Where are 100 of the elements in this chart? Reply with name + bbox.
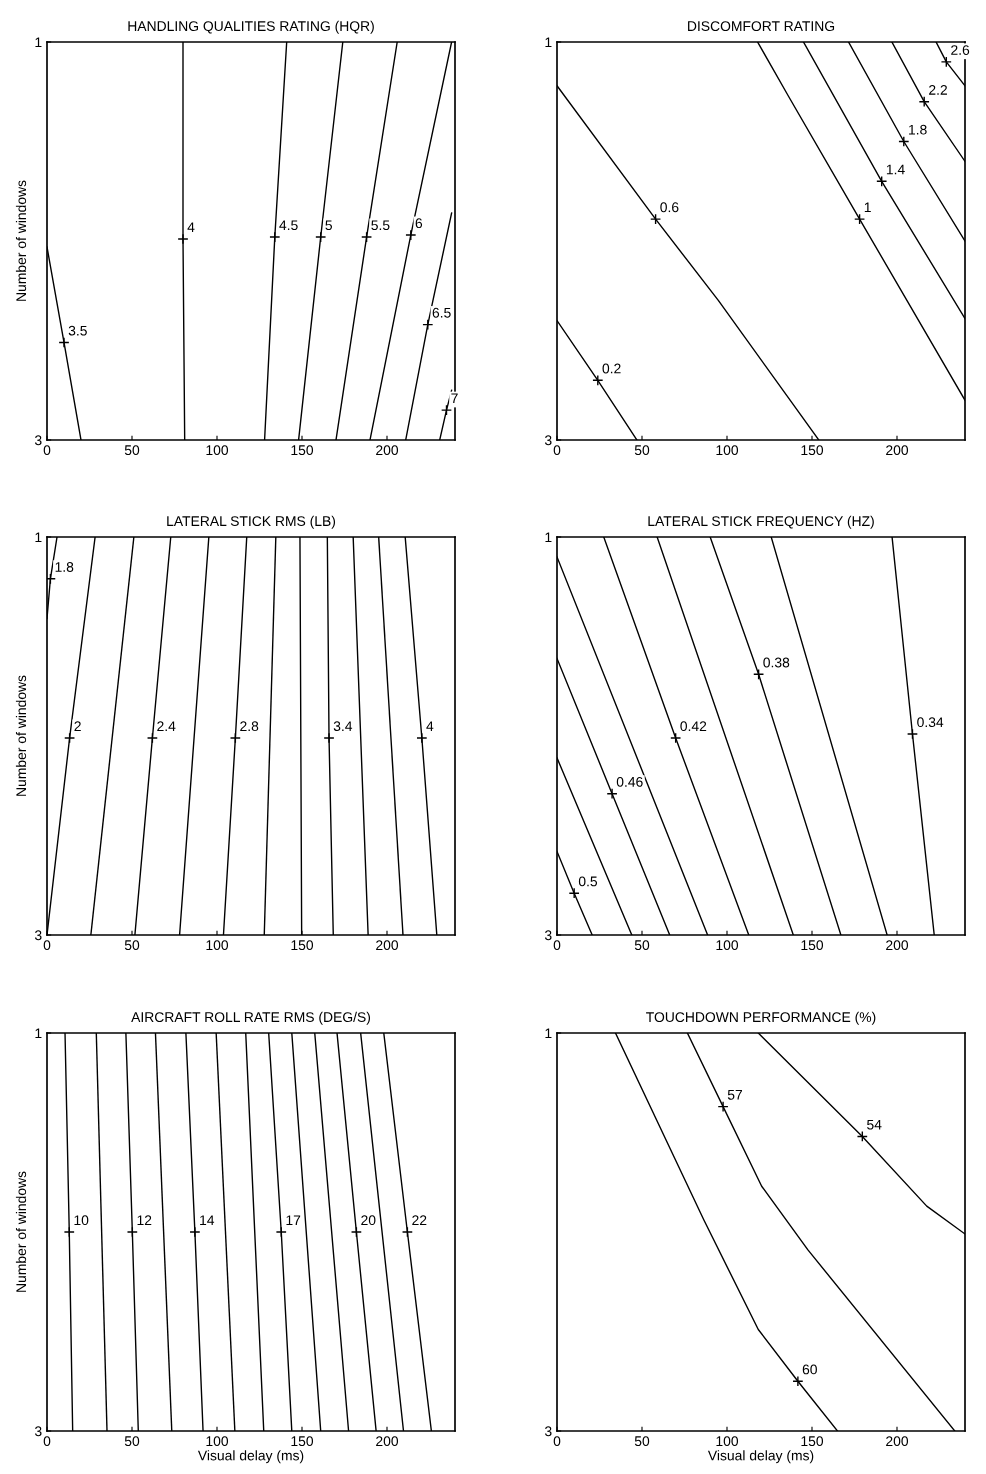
- point: [717, 1101, 729, 1113]
- point: [856, 1130, 868, 1143]
- annotation: 4: [426, 721, 434, 731]
- point: [269, 231, 281, 243]
- x-tick-label: 50: [124, 445, 140, 456]
- y-axis-title: Number of windows: [15, 675, 27, 796]
- point: [792, 1375, 804, 1387]
- x-tick-label: 0: [553, 1436, 561, 1447]
- annotation: 2.4: [157, 721, 176, 731]
- x-tick-label: 200: [376, 445, 399, 456]
- annotation: 12: [137, 1215, 152, 1225]
- point: [898, 135, 910, 148]
- x-tick-label: 0: [43, 940, 51, 951]
- y-tick-label: 1: [35, 1028, 42, 1039]
- x-tick-label: 0: [43, 445, 51, 456]
- annotation: 0.46: [616, 776, 643, 787]
- x-tick-label: 50: [124, 1436, 140, 1447]
- point: [650, 213, 662, 225]
- y-axis-title: Number of windows: [15, 1171, 27, 1292]
- annotation: 0.5: [578, 876, 598, 887]
- x-tick-label: 150: [801, 1436, 824, 1447]
- y-tick-label: 3: [544, 930, 552, 941]
- annotation: 5: [325, 220, 333, 231]
- y-tick-label: 1: [545, 532, 552, 543]
- y-tick-label: 1: [35, 532, 42, 543]
- x-axis-title: Visual delay (ms): [707, 1450, 814, 1464]
- point: [906, 728, 919, 740]
- annotation: 4: [187, 222, 195, 232]
- x-tick-label: 50: [634, 1436, 650, 1447]
- annotation: 1.8: [909, 124, 927, 135]
- annotation: 2.6: [951, 45, 970, 55]
- point: [361, 231, 373, 243]
- annotation: 0.38: [763, 657, 790, 668]
- x-tick-label: 150: [291, 940, 314, 951]
- annotation: 3.4: [333, 721, 353, 732]
- annotation: 0.42: [680, 721, 707, 732]
- x-tick-label: 100: [206, 1436, 229, 1447]
- annotation: 2.2: [929, 84, 947, 95]
- point: [405, 229, 417, 241]
- annotation: 1.4: [886, 164, 905, 175]
- annotation: 54: [867, 1119, 882, 1130]
- y-tick-label: 3: [34, 930, 42, 941]
- x-tick-label: 100: [716, 1436, 739, 1447]
- y-tick-label: 1: [545, 1028, 552, 1039]
- x-tick-label: 100: [716, 445, 739, 456]
- chart-title: LATERAL STICK RMS (LB): [167, 515, 336, 529]
- point: [606, 788, 618, 800]
- chart-title: DISCOMFORT RATING: [688, 21, 835, 32]
- annotation: 7: [451, 393, 458, 404]
- x-tick-label: 150: [801, 445, 824, 456]
- y-tick-label: 1: [35, 37, 42, 48]
- x-tick-label: 200: [376, 940, 399, 951]
- point: [177, 233, 189, 245]
- x-tick-label: 0: [553, 940, 561, 951]
- x-tick-label: 0: [43, 1436, 51, 1447]
- point: [422, 319, 434, 331]
- point: [940, 56, 952, 68]
- annotation: 3.5: [68, 325, 87, 336]
- y-tick-label: 3: [34, 1426, 42, 1437]
- annotation: 0.2: [602, 363, 621, 374]
- x-tick-label: 0: [553, 445, 561, 456]
- x-tick-label: 200: [886, 1436, 909, 1447]
- x-tick-label: 50: [634, 940, 650, 951]
- x-tick-label: 200: [376, 1436, 399, 1447]
- annotation: 17: [286, 1215, 301, 1225]
- annotation: 10: [74, 1215, 89, 1226]
- point: [58, 336, 70, 349]
- point: [670, 732, 682, 744]
- y-tick-label: 3: [34, 435, 42, 446]
- x-tick-label: 200: [886, 445, 909, 456]
- x-axis-title: Visual delay (ms): [197, 1450, 304, 1464]
- annotation: 60: [802, 1364, 817, 1375]
- point: [918, 96, 930, 108]
- x-tick-label: 50: [124, 940, 140, 951]
- x-tick-label: 200: [886, 940, 909, 951]
- point: [592, 374, 604, 386]
- chart-title: AIRCRAFT ROLL RATE RMS (DEG/S): [131, 1011, 371, 1025]
- y-axis-title: Number of windows: [15, 180, 27, 301]
- annotation: 6: [415, 218, 423, 229]
- x-tick-label: 100: [716, 940, 739, 951]
- point: [568, 887, 580, 899]
- y-tick-label: 1: [545, 37, 552, 48]
- x-tick-label: 100: [206, 445, 229, 456]
- chart-title: HANDLING QUALITIES RATING (HQR): [128, 20, 374, 34]
- point: [854, 213, 866, 225]
- point: [440, 404, 453, 416]
- x-tick-label: 150: [291, 1436, 314, 1447]
- chart-title: LATERAL STICK FREQUENCY (HZ): [648, 515, 874, 529]
- x-tick-label: 100: [206, 940, 229, 951]
- annotation: 1.8: [55, 562, 74, 572]
- annotation: 2.8: [240, 721, 259, 732]
- annotation: 2: [74, 721, 81, 731]
- annotation: 0.6: [660, 202, 679, 213]
- annotation: 14: [200, 1215, 215, 1225]
- y-tick-label: 3: [544, 435, 552, 446]
- annotation: 22: [412, 1215, 427, 1225]
- annotation: 6.5: [432, 307, 451, 318]
- annotation: 0.34: [917, 717, 944, 728]
- point: [753, 668, 765, 680]
- annotation: 1: [864, 202, 871, 213]
